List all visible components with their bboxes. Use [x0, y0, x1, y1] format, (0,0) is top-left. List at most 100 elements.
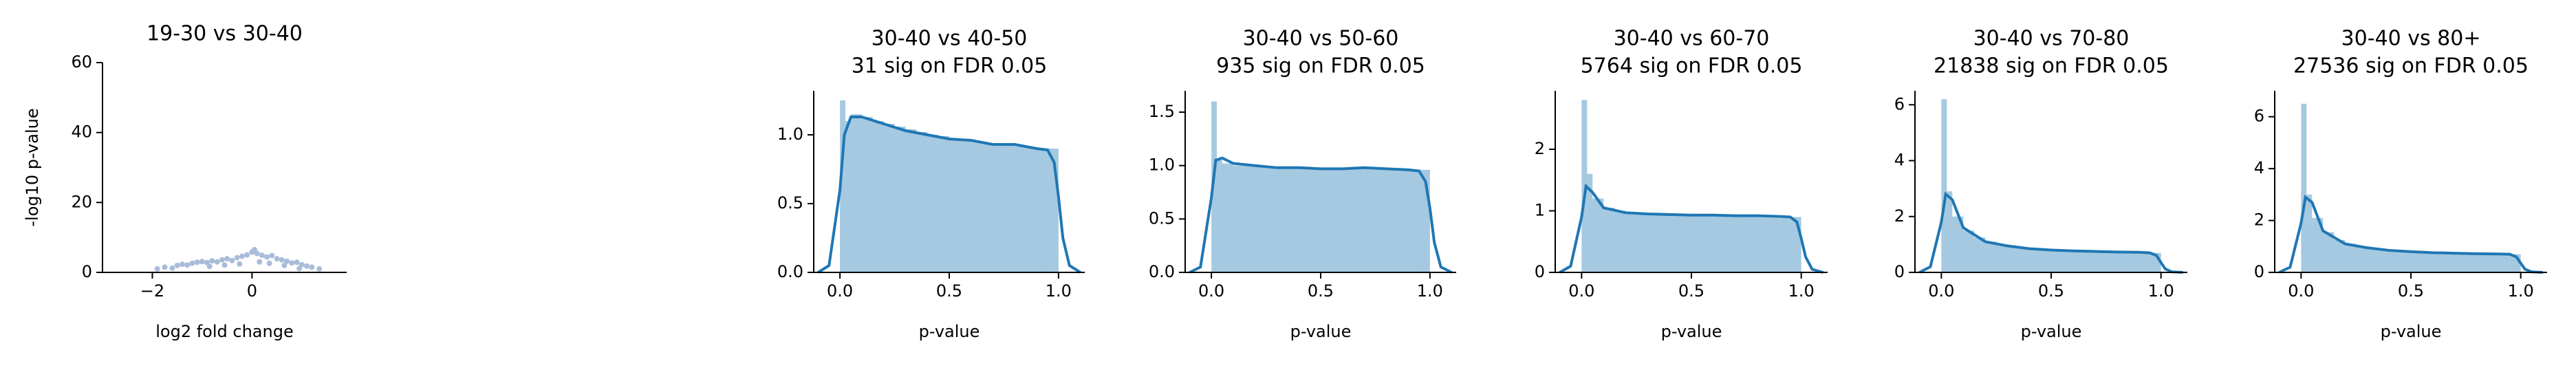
subplot-title: 30-40 vs 50-60	[1243, 27, 1399, 51]
x-tick-label: 1.0	[1417, 281, 1443, 301]
hist-bar	[927, 135, 939, 272]
y-tick-label: 1.0	[1149, 155, 1175, 175]
point	[266, 260, 272, 266]
x-axis-label: p-value	[919, 322, 980, 341]
point	[209, 258, 215, 264]
hist-bar	[1386, 169, 1398, 272]
hist-bar	[1375, 169, 1387, 272]
hist-bar	[1963, 230, 1975, 272]
x-tick-label: 0.5	[2038, 281, 2064, 301]
hist-bar	[1996, 244, 2008, 272]
point	[234, 255, 240, 261]
point	[289, 260, 295, 266]
hist-bar	[2432, 252, 2444, 272]
point	[219, 257, 225, 263]
hist-bar	[2051, 249, 2062, 272]
hist-bar	[1974, 237, 1986, 272]
hist-bar	[1702, 215, 1713, 272]
hist-bar	[840, 100, 846, 272]
subplot-subtitle: 27536 sig on FDR 0.05	[2293, 54, 2529, 78]
x-axis-label: p-value	[2021, 322, 2082, 341]
hist-bar	[2421, 252, 2433, 272]
subplot: 30-40 vs 40-50 31 sig on FDR 0.05 0.0 0.5 1.…	[777, 27, 1085, 341]
point	[296, 266, 303, 272]
hist-bar	[1418, 169, 1430, 272]
subplot-subtitle: 935 sig on FDR 0.05	[1216, 54, 1425, 78]
hist-bar	[1255, 166, 1266, 272]
hist-bar	[1037, 149, 1048, 272]
hist-bar	[1647, 213, 1659, 272]
y-tick-label: 0.0	[1149, 262, 1175, 281]
subplot-title: 30-40 vs 60-70	[1614, 27, 1770, 51]
hist-bar	[1735, 216, 1746, 272]
hist-bar	[2323, 232, 2335, 272]
y-tick-label: 0	[2254, 262, 2264, 281]
subplot: 30-40 vs 50-60 935 sig on FDR 0.05 0.0 0.5 1…	[1149, 27, 1456, 341]
point	[154, 266, 160, 272]
hist-bar	[1266, 166, 1277, 272]
hist-bar	[1310, 167, 1321, 272]
y-tick-label: 6	[1894, 94, 1905, 113]
hist-bar	[2334, 239, 2346, 272]
hist-bar	[1331, 169, 1343, 272]
hist-bar	[960, 140, 971, 272]
subplot: 30-40 vs 70-80 21838 sig on FDR 0.05 0 2 4 6 0…	[1894, 27, 2187, 341]
hist-bar	[1790, 217, 1801, 272]
hist-bar	[982, 143, 993, 272]
hist-bar	[1277, 167, 1288, 272]
point	[279, 257, 285, 263]
y-tick-label: 4	[2254, 158, 2264, 177]
point	[206, 263, 213, 270]
point	[244, 252, 250, 258]
hist-bar	[2306, 194, 2313, 272]
hist-bar	[861, 117, 873, 272]
point	[221, 262, 228, 268]
hist-bar	[2029, 248, 2041, 272]
hist-bar	[2378, 249, 2390, 272]
point	[199, 259, 205, 265]
subplot-subtitle: 5764 sig on FDR 0.05	[1581, 54, 1803, 78]
point	[269, 252, 275, 259]
point	[309, 264, 315, 270]
hist-bar	[2356, 246, 2368, 272]
hist-bar	[1625, 212, 1637, 272]
point	[189, 260, 195, 266]
hist-bar	[1592, 198, 1604, 272]
hist-bar	[1680, 215, 1691, 272]
hist-bar	[2389, 250, 2401, 272]
y-tick-label: 0	[82, 262, 92, 281]
hist-bar	[1669, 215, 1681, 272]
x-tick-label: 0.0	[1198, 281, 1224, 301]
hist-bar	[2072, 250, 2084, 272]
hist-bar	[1636, 213, 1648, 272]
hist-bar	[1321, 169, 1332, 272]
hist-bar	[2007, 246, 2019, 272]
x-tick-label: 0.0	[2288, 281, 2314, 301]
x-tick-label: −2	[140, 281, 164, 301]
hist-bar	[1004, 146, 1015, 272]
kde-line	[2278, 194, 2543, 274]
point	[257, 259, 263, 265]
hist-bar	[1233, 165, 1244, 272]
x-tick-label: 0.0	[1928, 281, 1954, 301]
y-tick-label: 6	[2254, 107, 2264, 126]
x-tick-label: 0.0	[827, 281, 853, 301]
x-tick-label: 1.0	[2508, 281, 2534, 301]
point	[194, 259, 200, 266]
hist-bar	[2465, 253, 2477, 272]
hist-bar	[938, 136, 949, 272]
y-tick-label: 20	[71, 192, 92, 211]
hist-bar	[2367, 248, 2379, 272]
x-tick-label: 0.5	[2398, 281, 2424, 301]
x-tick-label: 1.0	[2148, 281, 2174, 301]
hist-bar	[1941, 99, 1947, 272]
hist-bar	[2476, 253, 2488, 272]
point	[229, 257, 235, 263]
hist-bar	[905, 129, 917, 272]
hist-bar	[2083, 250, 2095, 272]
y-tick-label: 60	[71, 52, 92, 72]
y-tick-label: 2	[1535, 139, 1545, 158]
hist-bar	[2095, 251, 2106, 272]
y-tick-label: 0.5	[777, 193, 803, 213]
